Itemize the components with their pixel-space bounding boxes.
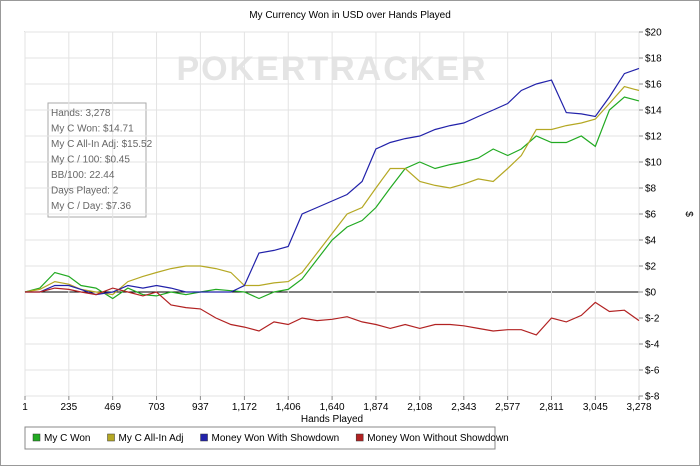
- y-axis-label: $: [683, 211, 694, 217]
- chart-title: My Currency Won in USD over Hands Played: [249, 10, 451, 21]
- info-text: Hands: 3,278: [51, 108, 111, 119]
- x-tick-label: 1,640: [320, 402, 345, 413]
- y-tick-label: $-8: [645, 392, 660, 403]
- info-text: My C / 100: $0.45: [51, 155, 130, 166]
- y-tick-label: $6: [645, 210, 657, 221]
- y-tick-label: $0: [645, 288, 657, 299]
- x-tick-label: 2,343: [451, 402, 476, 413]
- info-text: My C Won: $14.71: [51, 124, 134, 135]
- x-tick-label: 1,406: [276, 402, 301, 413]
- x-tick-label: 3,045: [583, 402, 608, 413]
- y-tick-label: $18: [645, 54, 662, 65]
- series-line: [25, 287, 640, 336]
- y-tick-label: $-4: [645, 340, 660, 351]
- x-tick-label: 2,577: [495, 402, 520, 413]
- info-text: BB/100: 22.44: [51, 170, 115, 181]
- legend-label: My C All-In Adj: [119, 433, 184, 444]
- y-tick-label: $-2: [645, 314, 660, 325]
- legend-swatch: [32, 433, 41, 442]
- x-tick-label: 703: [148, 402, 165, 413]
- legend-label: Money Won With Showdown: [212, 433, 340, 444]
- info-text: My C All-In Adj: $15.52: [51, 139, 153, 150]
- series-line: [24, 85, 640, 296]
- x-axis-label: Hands Played: [301, 414, 363, 425]
- info-text: My C / Day: $7.36: [51, 201, 131, 212]
- x-tick-label: 1,874: [363, 402, 388, 413]
- info-text: Days Played: 2: [51, 186, 119, 197]
- y-tick-label: $10: [645, 158, 662, 169]
- legend-swatch: [355, 433, 364, 442]
- y-tick-label: $4: [645, 236, 657, 247]
- x-tick-label: 2,108: [407, 402, 432, 413]
- legend-swatch: [107, 433, 115, 442]
- series-lines: [24, 31, 640, 397]
- watermark: POKERTRACKER: [176, 50, 487, 88]
- x-tick-label: 235: [61, 402, 78, 413]
- y-tick-label: $14: [645, 106, 662, 117]
- legend: [24, 426, 496, 450]
- series-line: [24, 96, 640, 300]
- y-tick-label: $20: [645, 28, 662, 39]
- legend-label: My C Won: [44, 433, 91, 444]
- info-box: [47, 102, 147, 218]
- x-tick-label: 1,172: [232, 402, 257, 413]
- x-tick-label: 2,811: [539, 402, 564, 413]
- x-tick-label: 937: [192, 402, 209, 413]
- legend-swatch: [200, 433, 208, 442]
- y-tick-label: $8: [645, 184, 657, 195]
- legend-label: Money Won Without Showdown: [367, 433, 509, 444]
- y-tick-label: $16: [645, 80, 662, 91]
- y-tick-label: $12: [645, 132, 662, 143]
- series-line: [25, 67, 640, 296]
- x-tick-label: 469: [104, 402, 121, 413]
- y-tick-label: $2: [645, 262, 657, 273]
- x-tick-label: 1: [22, 402, 28, 413]
- y-tick-label: $-6: [645, 366, 660, 377]
- x-tick-label: 3,278: [626, 402, 651, 413]
